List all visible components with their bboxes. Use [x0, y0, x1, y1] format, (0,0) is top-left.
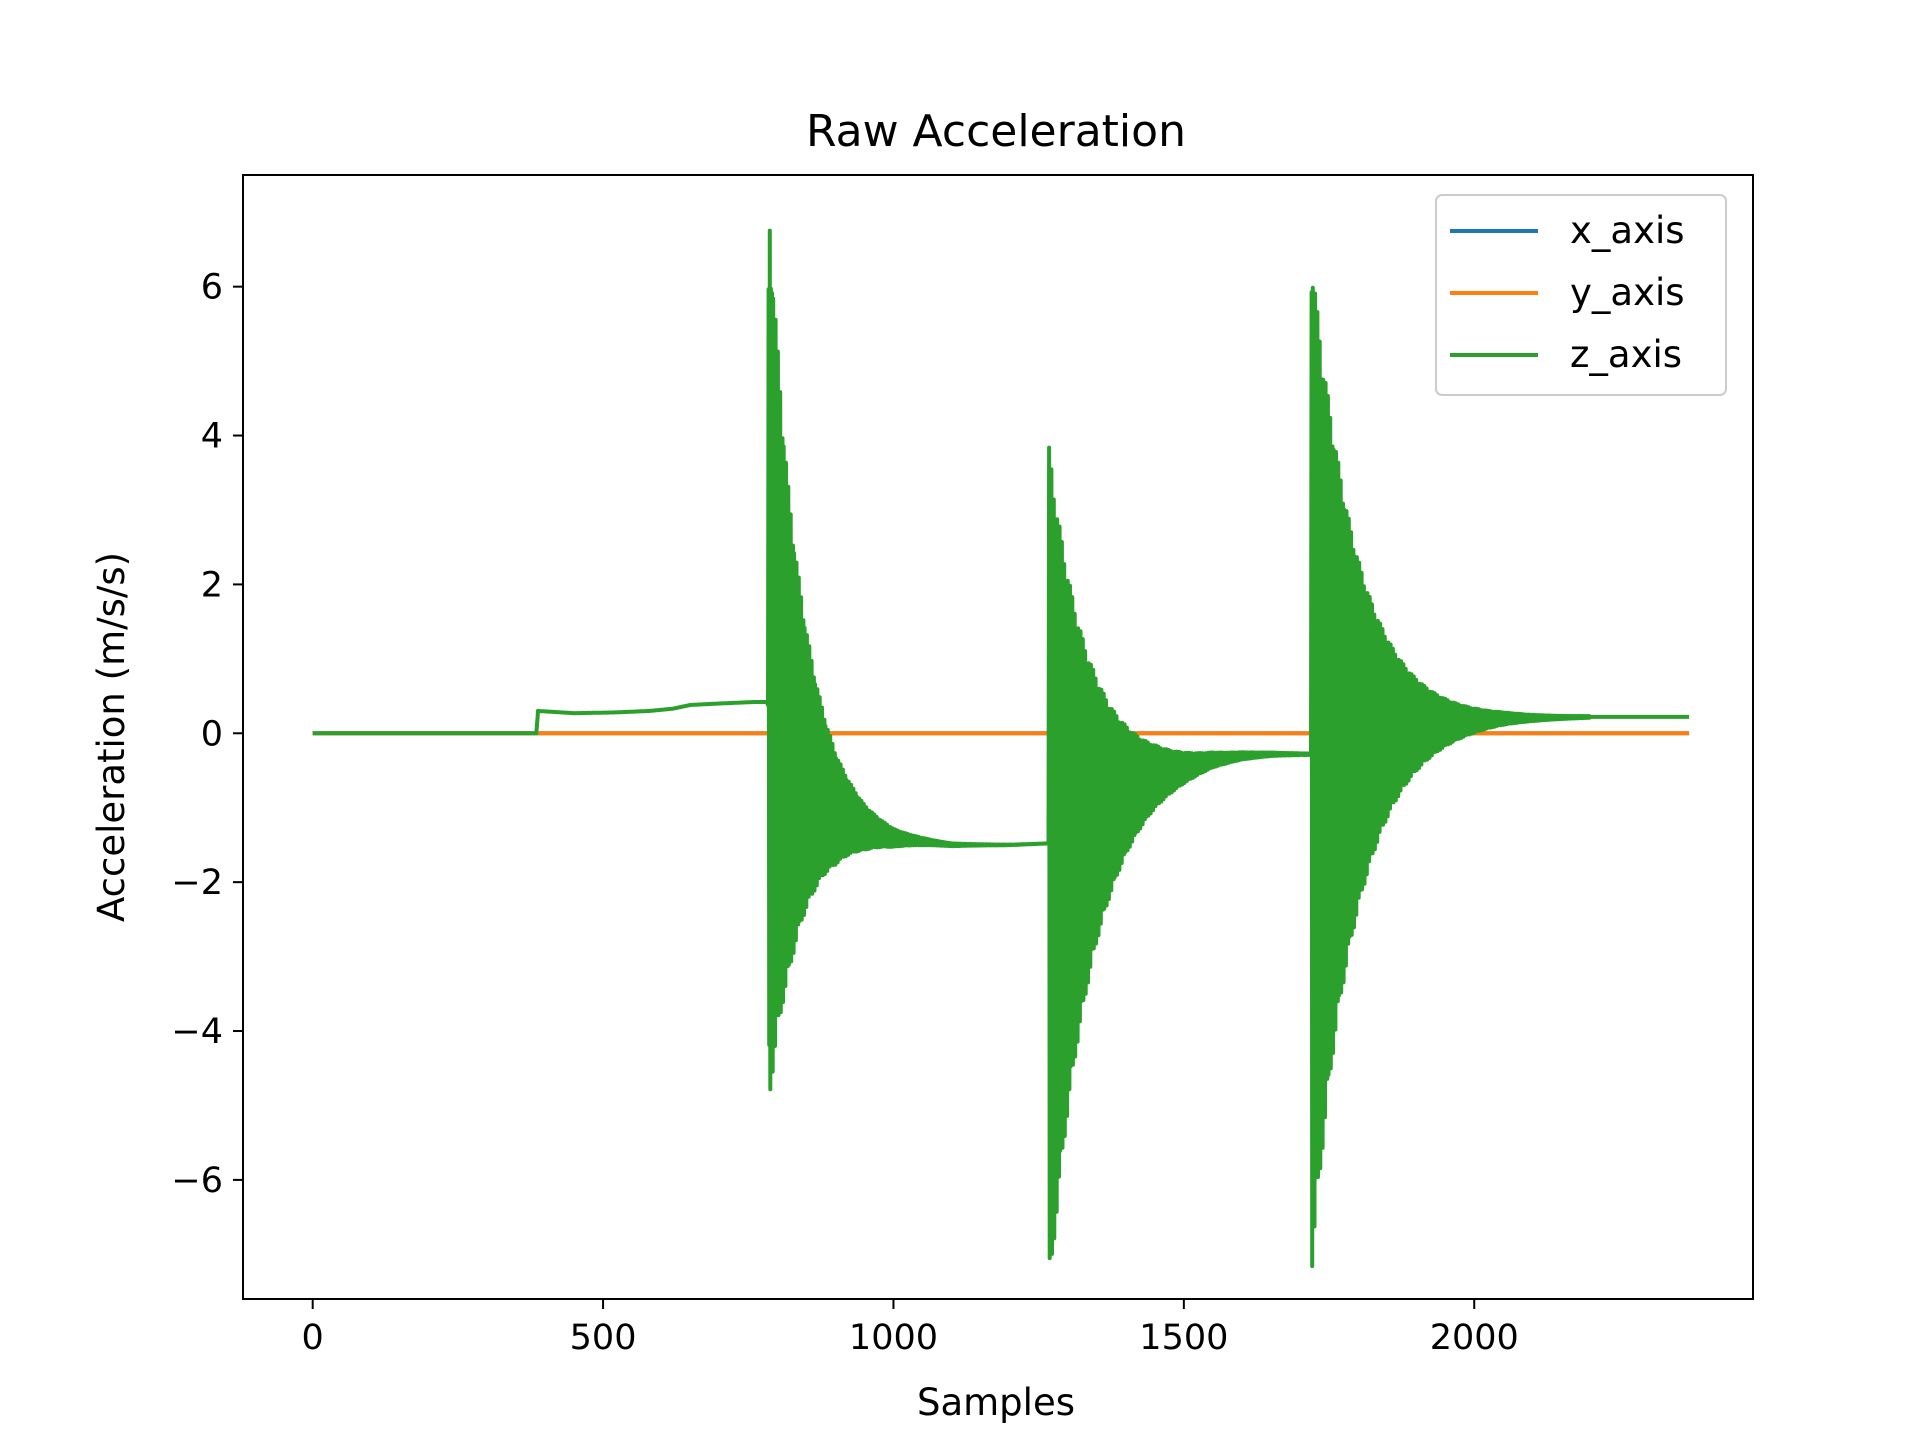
y-tick-label: −6: [171, 1161, 223, 1201]
chart-title: Raw Acceleration: [806, 106, 1186, 157]
legend-label: z_axis: [1570, 333, 1682, 376]
x-tick-label: 2000: [1430, 1318, 1519, 1358]
plot-area: [311, 228, 1691, 1269]
y-tick-label: −4: [171, 1012, 223, 1052]
x-tick-label: 1500: [1139, 1318, 1228, 1358]
y-tick-label: 6: [201, 268, 223, 308]
legend: x_axis y_axis z_axis: [1435, 194, 1727, 396]
y-tick-label: −2: [171, 863, 223, 903]
x-axis-label: Samples: [917, 1381, 1075, 1424]
legend-label: x_axis: [1570, 209, 1685, 252]
legend-label: y_axis: [1570, 271, 1685, 314]
y-axis-label: Acceleration (m/s/s): [90, 552, 133, 922]
y-tick-label: 2: [201, 565, 223, 605]
legend-box: [1435, 194, 1727, 396]
y-tick-label: 0: [201, 714, 223, 754]
x-axis-ticks: 0 500 1000 1500 2000: [302, 1299, 1519, 1358]
y-axis-ticks: −6 −4 −2 0 2 4 6: [171, 268, 243, 1201]
x-tick-label: 0: [302, 1318, 324, 1358]
x-tick-label: 1000: [849, 1318, 938, 1358]
series-layer: [311, 228, 1691, 1269]
y-tick-label: 4: [201, 417, 223, 457]
series-line-z-axis: [311, 228, 1691, 1269]
plot-frame: [242, 174, 1754, 1300]
x-tick-label: 500: [570, 1318, 637, 1358]
